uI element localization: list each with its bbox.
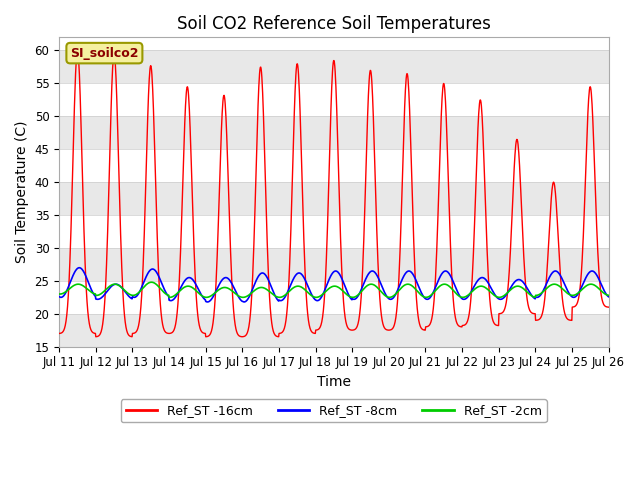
Text: SI_soilco2: SI_soilco2 bbox=[70, 47, 139, 60]
Legend: Ref_ST -16cm, Ref_ST -8cm, Ref_ST -2cm: Ref_ST -16cm, Ref_ST -8cm, Ref_ST -2cm bbox=[121, 399, 547, 422]
Title: Soil CO2 Reference Soil Temperatures: Soil CO2 Reference Soil Temperatures bbox=[177, 15, 491, 33]
Bar bbox=[59, 314, 609, 347]
Bar bbox=[59, 182, 609, 215]
X-axis label: Time: Time bbox=[317, 375, 351, 389]
Bar bbox=[59, 50, 609, 84]
Bar bbox=[59, 248, 609, 281]
Bar bbox=[59, 116, 609, 149]
Y-axis label: Soil Temperature (C): Soil Temperature (C) bbox=[15, 121, 29, 263]
